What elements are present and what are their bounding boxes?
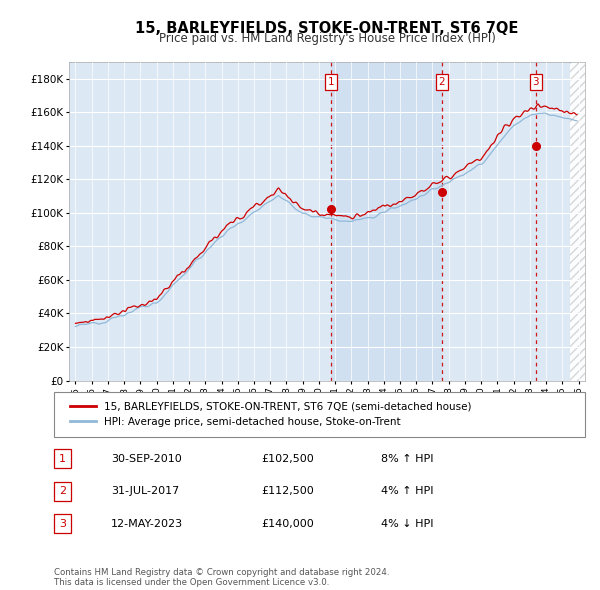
Text: 3: 3	[533, 77, 539, 87]
Text: £140,000: £140,000	[261, 519, 314, 529]
Text: 31-JUL-2017: 31-JUL-2017	[111, 486, 179, 496]
Text: 15, BARLEYFIELDS, STOKE-ON-TRENT, ST6 7QE: 15, BARLEYFIELDS, STOKE-ON-TRENT, ST6 7Q…	[136, 21, 518, 35]
Bar	[571, 62, 600, 381]
Text: 4% ↑ HPI: 4% ↑ HPI	[381, 486, 433, 496]
Text: 12-MAY-2023: 12-MAY-2023	[111, 519, 183, 529]
Text: 1: 1	[328, 77, 334, 87]
Text: 3: 3	[59, 519, 66, 529]
Text: Price paid vs. HM Land Registry's House Price Index (HPI): Price paid vs. HM Land Registry's House …	[158, 32, 496, 45]
Text: Contains HM Land Registry data © Crown copyright and database right 2024.
This d: Contains HM Land Registry data © Crown c…	[54, 568, 389, 587]
Text: 1: 1	[59, 454, 66, 464]
Text: £102,500: £102,500	[261, 454, 314, 464]
Text: 8% ↑ HPI: 8% ↑ HPI	[381, 454, 433, 464]
Text: 30-SEP-2010: 30-SEP-2010	[111, 454, 182, 464]
Text: 2: 2	[439, 77, 445, 87]
Bar	[331, 62, 442, 381]
Legend: 15, BARLEYFIELDS, STOKE-ON-TRENT, ST6 7QE (semi-detached house), HPI: Average pr: 15, BARLEYFIELDS, STOKE-ON-TRENT, ST6 7Q…	[65, 396, 477, 432]
Text: 4% ↓ HPI: 4% ↓ HPI	[381, 519, 433, 529]
Text: £112,500: £112,500	[261, 486, 314, 496]
Text: 2: 2	[59, 486, 66, 496]
